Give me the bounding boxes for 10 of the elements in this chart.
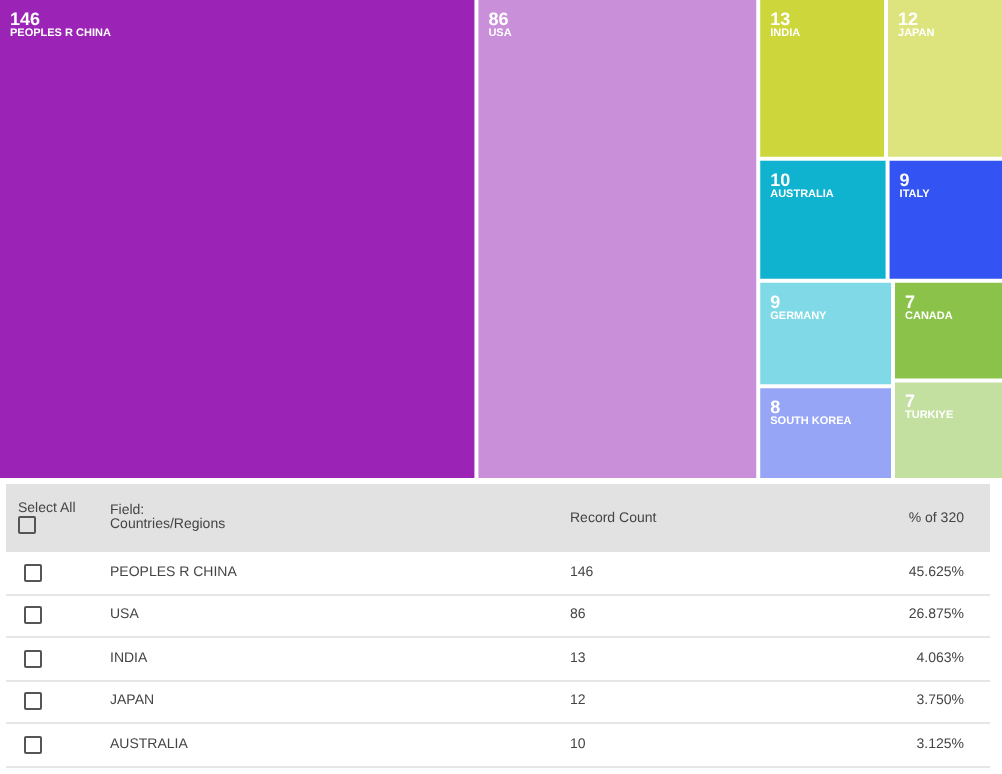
data-label: 12	[898, 9, 919, 29]
data-label: 7	[905, 391, 916, 412]
data-label: 9	[770, 291, 781, 312]
data-label: 13	[770, 9, 791, 29]
data-label: 9	[899, 169, 910, 190]
data-label: 10	[770, 169, 791, 190]
data-label: 86	[488, 9, 509, 29]
data-label: 146	[10, 9, 41, 29]
data-label: 8	[770, 397, 781, 418]
data-label: 7	[905, 291, 916, 312]
